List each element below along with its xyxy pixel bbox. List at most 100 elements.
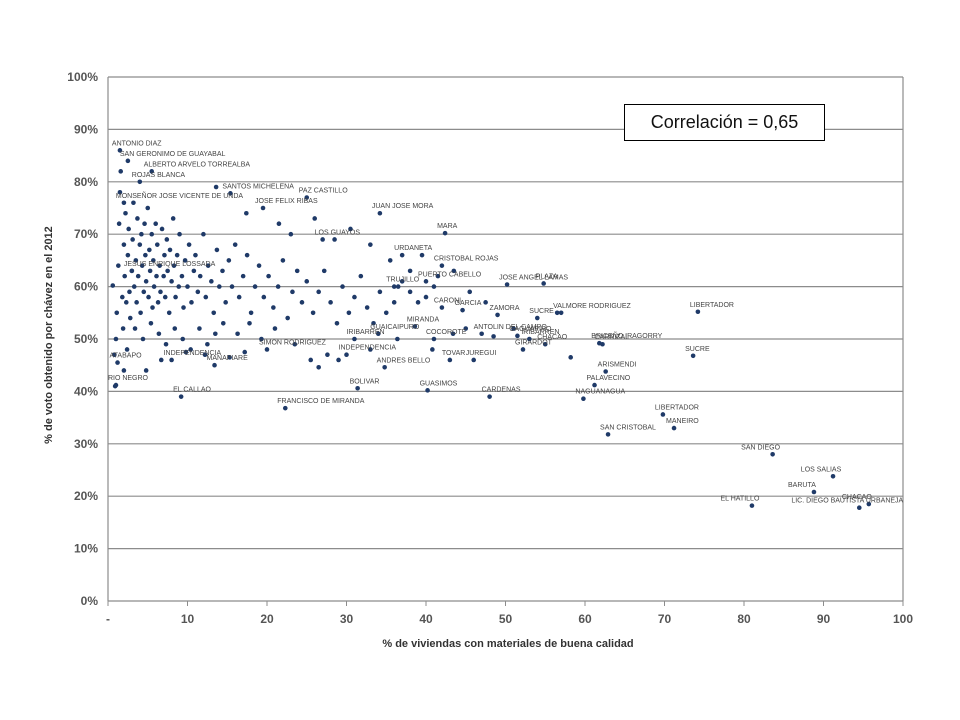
data-point bbox=[148, 320, 154, 326]
data-point bbox=[121, 200, 127, 206]
data-point bbox=[290, 289, 295, 295]
data-point bbox=[487, 394, 492, 399]
data-point bbox=[358, 273, 364, 279]
data-point bbox=[138, 310, 143, 316]
data-point bbox=[603, 369, 608, 374]
data-point bbox=[169, 357, 174, 363]
point-label: LOS GUAYOS bbox=[315, 229, 361, 236]
y-tick-label: 80% bbox=[74, 175, 98, 189]
data-point bbox=[292, 341, 298, 347]
data-point bbox=[201, 231, 206, 237]
data-point bbox=[195, 289, 201, 295]
data-point bbox=[423, 279, 429, 284]
data-point bbox=[197, 326, 202, 331]
data-point bbox=[133, 258, 139, 263]
data-point bbox=[189, 300, 194, 305]
data-point bbox=[161, 273, 166, 279]
data-point bbox=[346, 310, 352, 316]
point-label: JESUS ENRIQUE LOSSADA bbox=[124, 261, 216, 268]
data-point bbox=[430, 347, 435, 352]
data-point bbox=[364, 305, 370, 310]
data-point bbox=[211, 310, 217, 316]
data-point bbox=[352, 294, 357, 300]
data-point bbox=[463, 326, 469, 331]
point-label: GUASIMOS bbox=[420, 380, 458, 387]
point-label: PUERTO CABELLO bbox=[418, 271, 482, 278]
data-point bbox=[217, 284, 222, 289]
data-point bbox=[140, 336, 146, 342]
data-point bbox=[173, 294, 178, 300]
data-point bbox=[334, 320, 340, 326]
data-point bbox=[228, 191, 233, 196]
data-point bbox=[467, 289, 473, 295]
point-label: JUREGUI bbox=[466, 350, 497, 357]
grid-lines bbox=[108, 76, 903, 550]
data-point bbox=[116, 221, 122, 227]
data-point bbox=[139, 231, 144, 237]
point-label: LIBERTADOR bbox=[690, 302, 734, 309]
data-point bbox=[165, 268, 170, 274]
point-label: COCOROTE bbox=[426, 329, 467, 336]
point-label: EL HATILLO bbox=[720, 496, 759, 503]
data-point bbox=[229, 284, 235, 289]
data-point bbox=[368, 242, 373, 247]
point-label: ATABAPO bbox=[110, 353, 143, 360]
point-label: MARA bbox=[437, 223, 458, 230]
data-point bbox=[205, 341, 210, 347]
point-label: MANAPIARE bbox=[207, 355, 249, 362]
data-point bbox=[127, 289, 132, 295]
x-tick-label: 70 bbox=[658, 612, 672, 626]
data-point bbox=[178, 394, 184, 399]
data-point bbox=[447, 357, 453, 363]
data-point bbox=[355, 385, 360, 391]
y-tick-labels: 0% 10% 20% 30% 40% 50% 60% 70% 80% 90% 100% bbox=[67, 70, 98, 608]
data-point bbox=[166, 310, 172, 316]
point-label: ANTONIO DIAZ bbox=[112, 140, 162, 147]
point-label: SUCRE bbox=[685, 346, 710, 353]
data-point bbox=[368, 347, 373, 352]
y-axis-label: % de voto obtenido por chávez en el 2012 bbox=[43, 226, 55, 444]
data-point bbox=[131, 284, 137, 289]
x-tick-label: 60 bbox=[578, 612, 592, 626]
data-point bbox=[232, 242, 238, 247]
data-point bbox=[125, 252, 131, 258]
point-label: INDEPENDENCIA bbox=[164, 350, 222, 357]
point-label: VALMORE RODRIGUEZ bbox=[553, 303, 631, 310]
x-tick-label: 40 bbox=[419, 612, 433, 626]
data-point bbox=[391, 284, 397, 289]
data-point bbox=[242, 349, 248, 355]
point-label: SAN DIEGO bbox=[741, 444, 780, 451]
data-point bbox=[541, 281, 546, 286]
data-point bbox=[272, 326, 278, 331]
point-label: BARUTA bbox=[788, 482, 816, 489]
data-point bbox=[118, 169, 124, 174]
data-point bbox=[344, 352, 349, 358]
data-point bbox=[435, 273, 441, 279]
point-label: CHACAO bbox=[842, 494, 873, 501]
point-label: ALBERTO ARVELO TORREALBA bbox=[144, 161, 251, 168]
point-label: LIBERTADOR bbox=[655, 404, 699, 411]
data-points bbox=[110, 148, 872, 511]
data-point bbox=[156, 331, 162, 337]
data-point bbox=[285, 315, 290, 321]
data-point bbox=[171, 263, 177, 268]
x-tick-labels: - 10 20 30 40 50 60 70 80 90 100 bbox=[106, 612, 913, 626]
data-point bbox=[179, 273, 185, 279]
data-point bbox=[126, 226, 131, 232]
data-point bbox=[197, 273, 203, 279]
data-point bbox=[236, 294, 242, 300]
point-label: FRANCISCO DE MIRANDA bbox=[277, 398, 364, 405]
point-label: CRISTOBAL ROJAS bbox=[434, 256, 499, 263]
data-point bbox=[471, 357, 477, 363]
data-point bbox=[259, 336, 264, 342]
data-point bbox=[174, 252, 180, 258]
data-point bbox=[151, 258, 156, 263]
data-point bbox=[332, 237, 337, 242]
data-point bbox=[294, 268, 300, 274]
data-point bbox=[247, 320, 252, 326]
data-point bbox=[177, 231, 182, 237]
data-point bbox=[856, 505, 862, 511]
y-tick-label: 20% bbox=[74, 489, 98, 503]
data-point bbox=[131, 200, 136, 206]
